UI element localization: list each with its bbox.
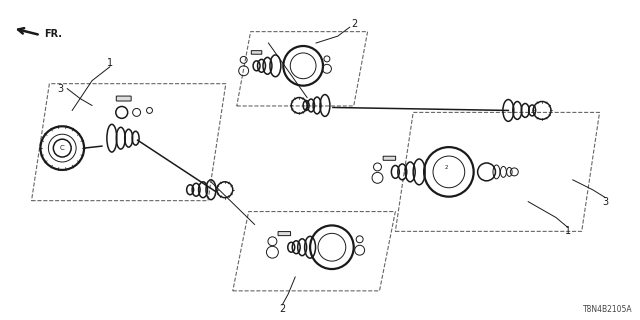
FancyBboxPatch shape [383,156,396,160]
FancyBboxPatch shape [252,51,262,54]
Text: 2: 2 [279,304,285,314]
Text: 1: 1 [107,58,113,68]
Text: 2: 2 [351,19,358,29]
Text: 3: 3 [602,196,609,207]
Text: 2: 2 [445,165,449,171]
FancyBboxPatch shape [278,232,291,236]
Text: T8N4B2105A: T8N4B2105A [582,305,632,314]
Text: 1: 1 [564,226,571,236]
FancyBboxPatch shape [116,96,131,101]
Text: 3: 3 [57,84,63,94]
Text: FR.: FR. [44,29,63,39]
Text: C: C [60,145,65,151]
